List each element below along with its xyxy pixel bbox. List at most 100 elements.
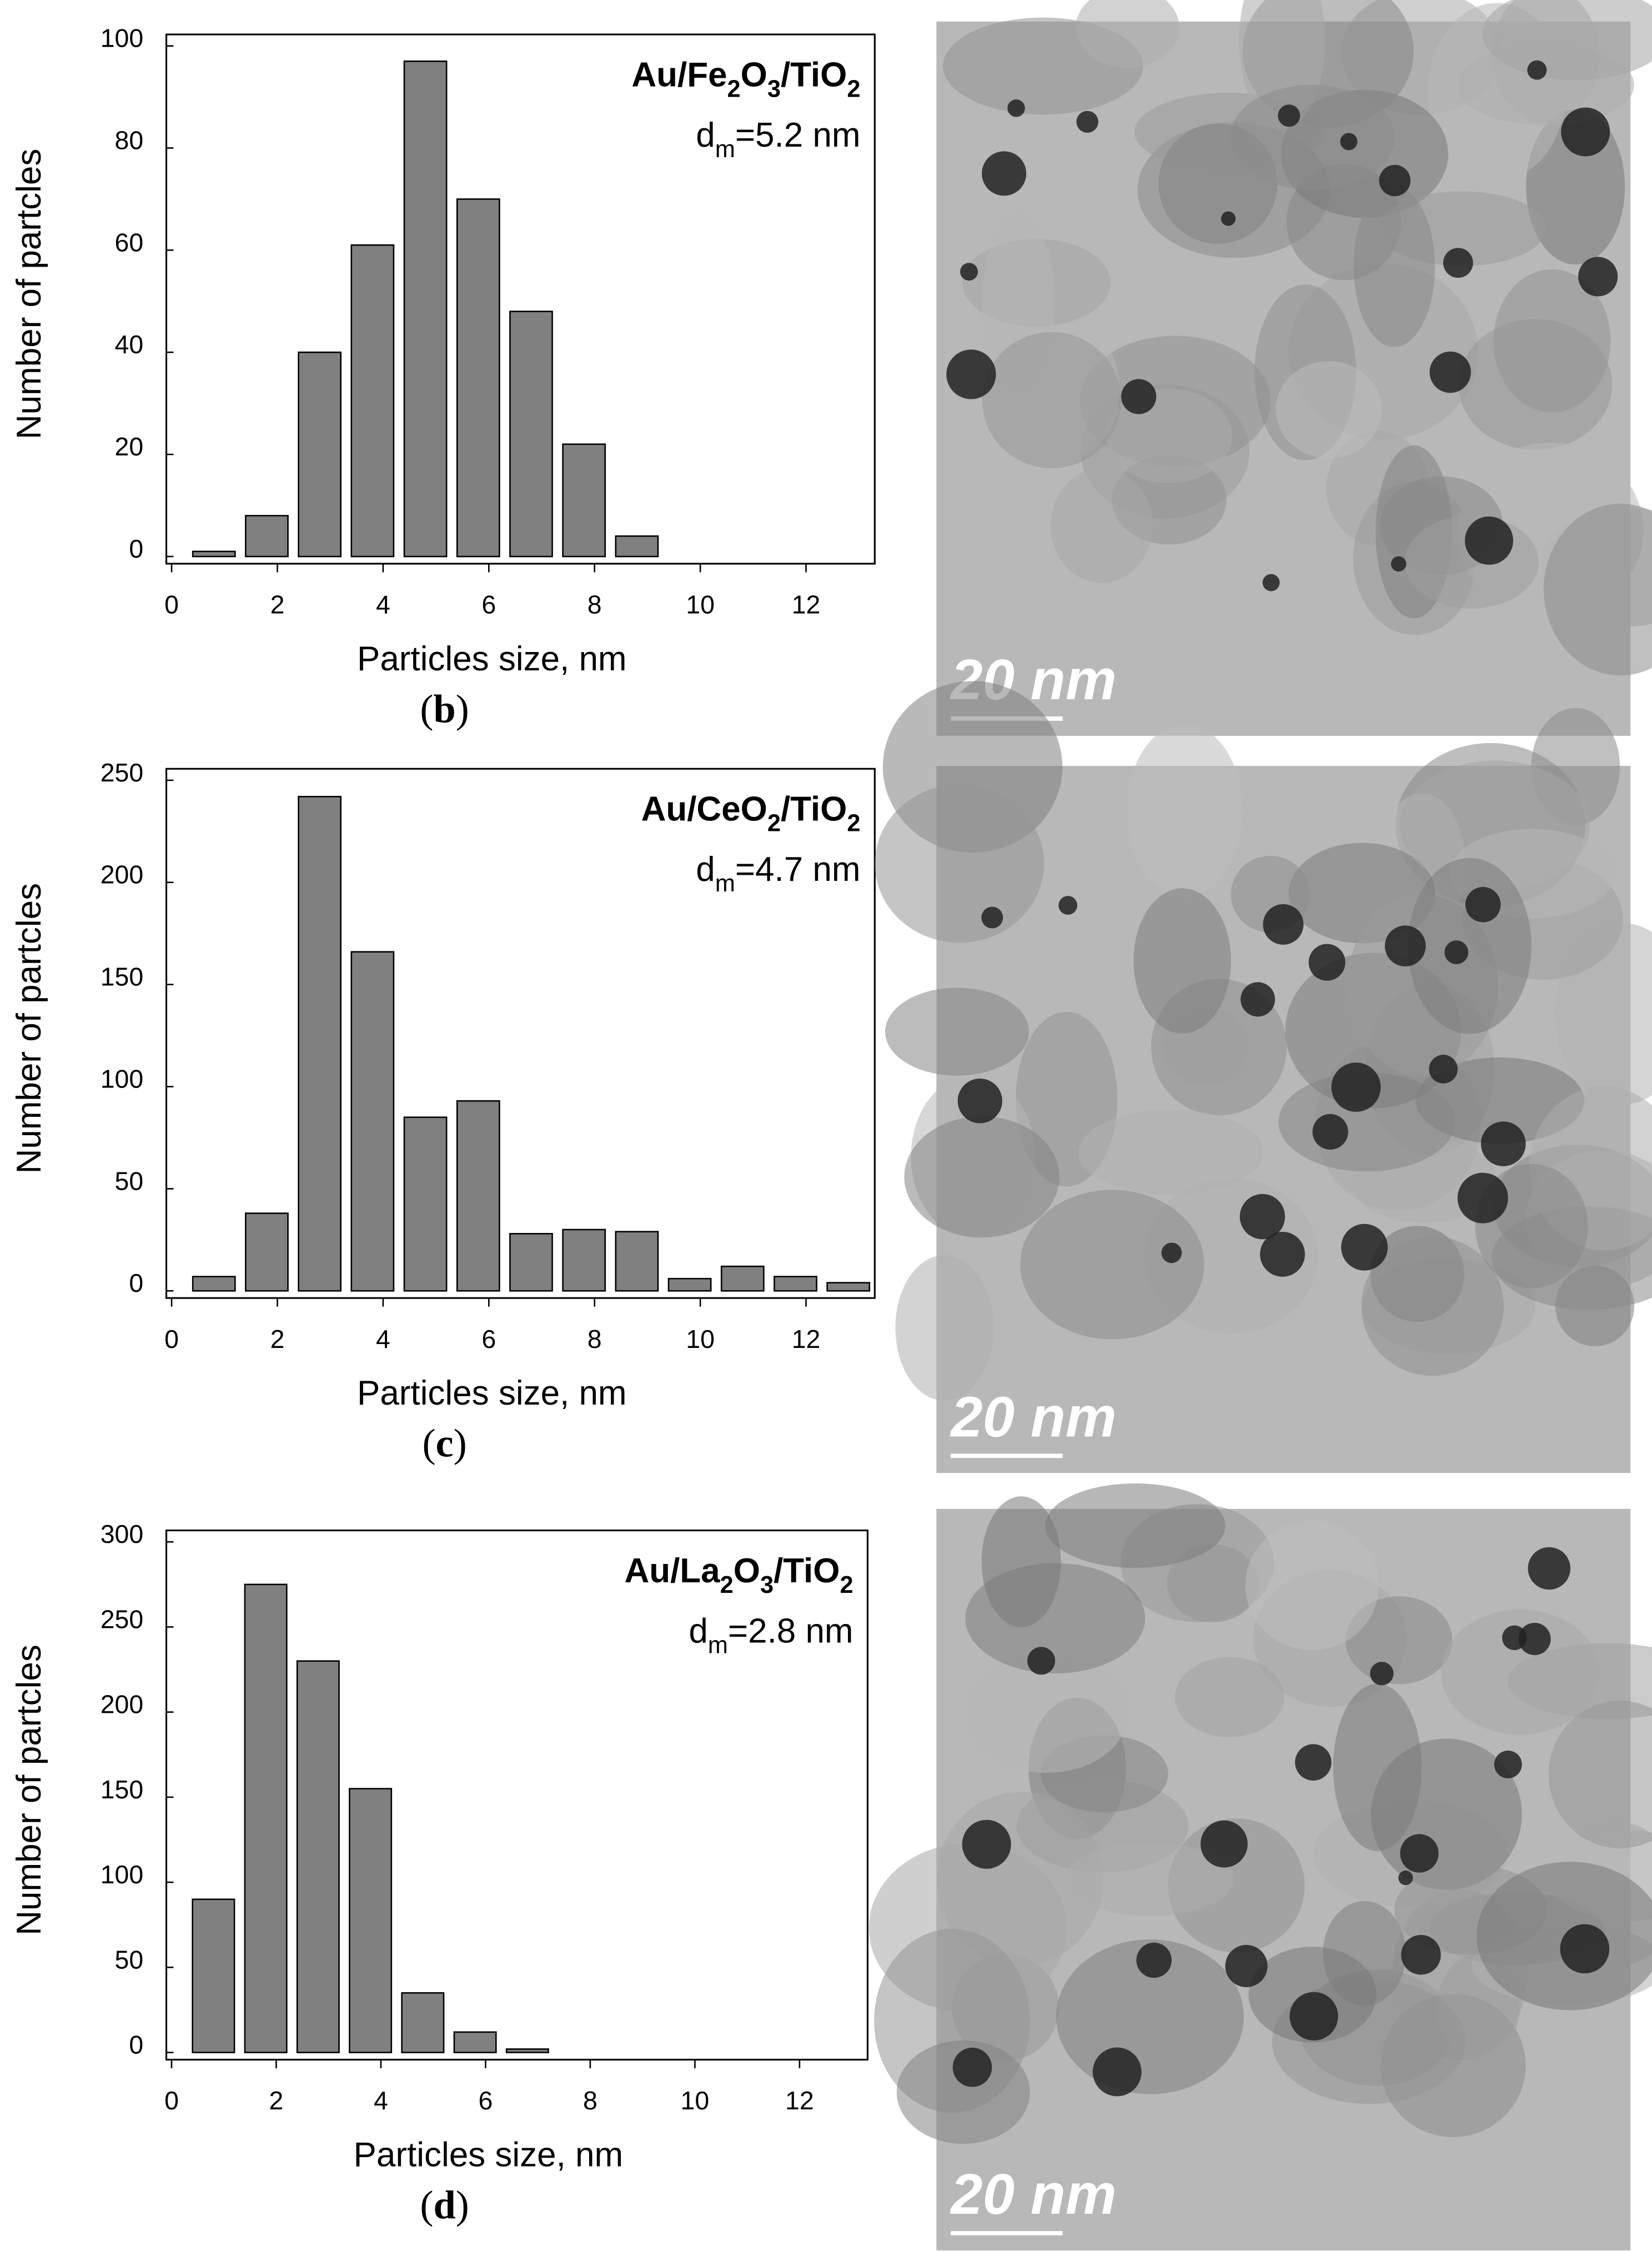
bar bbox=[505, 2048, 549, 2053]
y-tick-label: 0 bbox=[129, 534, 143, 563]
plot-frame bbox=[165, 33, 876, 565]
grain bbox=[1482, 0, 1652, 81]
particle bbox=[1092, 2047, 1142, 2097]
particle bbox=[1239, 1194, 1286, 1240]
y-axis-label: Number of partcles bbox=[10, 883, 48, 1174]
bar bbox=[298, 352, 342, 558]
x-tick-label: 8 bbox=[588, 1325, 602, 1353]
x-tick-label: 4 bbox=[374, 2086, 388, 2115]
particle bbox=[1390, 556, 1407, 572]
bar bbox=[456, 198, 500, 558]
y-tick-label: 100 bbox=[101, 1860, 144, 1889]
bar bbox=[349, 1788, 393, 2053]
grain bbox=[904, 1116, 1060, 1238]
x-tick-label: 2 bbox=[269, 2086, 284, 2115]
x-tick-label: 6 bbox=[481, 1325, 496, 1353]
bar bbox=[453, 2031, 497, 2053]
grain bbox=[981, 1496, 1061, 1627]
grain bbox=[1020, 1190, 1204, 1340]
particle bbox=[1058, 896, 1078, 915]
y-tick-label: 200 bbox=[101, 860, 144, 889]
particle bbox=[1465, 516, 1513, 565]
x-tick-label: 12 bbox=[792, 590, 821, 619]
x-tick-label: 6 bbox=[481, 590, 496, 619]
bar bbox=[298, 796, 342, 1292]
y-tick-label: 100 bbox=[101, 1064, 144, 1093]
bar bbox=[350, 244, 395, 558]
panel-label: (d) bbox=[420, 2183, 469, 2227]
x-tick-label: 0 bbox=[164, 1325, 179, 1353]
bar bbox=[509, 1232, 553, 1292]
bar bbox=[456, 1100, 500, 1292]
y-tick-label: 20 bbox=[115, 432, 144, 461]
grain bbox=[982, 332, 1122, 469]
particle bbox=[952, 2047, 992, 2087]
particle bbox=[957, 1079, 1002, 1124]
particle bbox=[1340, 133, 1358, 151]
y-tick-label: 200 bbox=[101, 1690, 144, 1719]
bar bbox=[245, 1212, 289, 1292]
particle bbox=[1225, 1944, 1268, 1987]
bar bbox=[403, 1116, 448, 1292]
bar bbox=[403, 60, 448, 558]
y-tick-label: 0 bbox=[129, 2030, 143, 2059]
particle bbox=[1400, 1834, 1439, 1873]
y-axis-label: Number of partcles bbox=[10, 149, 48, 440]
y-tick-label: 80 bbox=[115, 126, 144, 155]
grain bbox=[1333, 1683, 1422, 1851]
y-tick-label: 250 bbox=[101, 758, 144, 787]
x-tick-label: 10 bbox=[681, 2086, 710, 2115]
particle bbox=[1200, 1820, 1248, 1868]
particle bbox=[982, 151, 1027, 196]
grain bbox=[895, 1255, 994, 1401]
bar bbox=[615, 535, 659, 558]
micrograph: 20 nm bbox=[936, 0, 1652, 736]
grain bbox=[1045, 1483, 1226, 1568]
grain bbox=[1229, 84, 1395, 190]
grain bbox=[1174, 1657, 1284, 1737]
grain bbox=[1276, 361, 1382, 459]
particle bbox=[1027, 1647, 1056, 1675]
particle bbox=[1401, 1934, 1441, 1975]
x-tick-label: 8 bbox=[588, 590, 602, 619]
particle bbox=[1263, 904, 1304, 945]
bar bbox=[509, 310, 553, 558]
micrograph: 20 nm bbox=[875, 681, 1652, 1473]
particle bbox=[1527, 60, 1547, 80]
grain bbox=[875, 784, 1045, 943]
particle bbox=[1341, 1224, 1388, 1271]
scale-label: 20 nm bbox=[950, 1385, 1117, 1449]
particle bbox=[1289, 1992, 1338, 2041]
annotation: dm=2.8 nm bbox=[689, 1612, 853, 1659]
grain bbox=[1133, 888, 1231, 1034]
x-axis-label: Particles size, nm bbox=[357, 640, 627, 678]
grain bbox=[1440, 1610, 1600, 1735]
particle bbox=[1443, 248, 1473, 278]
particle bbox=[1221, 211, 1236, 226]
particle bbox=[1076, 111, 1098, 133]
grain bbox=[1078, 1110, 1264, 1195]
bar bbox=[615, 1231, 659, 1292]
grain bbox=[1415, 1057, 1585, 1144]
particle bbox=[1370, 1662, 1394, 1686]
x-axis-label: Particles size, nm bbox=[354, 2135, 624, 2174]
x-tick-label: 4 bbox=[376, 1325, 390, 1353]
grain bbox=[966, 1653, 1128, 1773]
particle bbox=[1518, 1622, 1551, 1656]
plot-frame bbox=[165, 768, 876, 1299]
particle bbox=[1528, 1547, 1571, 1590]
grain bbox=[1361, 1236, 1504, 1376]
x-tick-label: 2 bbox=[270, 1325, 285, 1353]
grain bbox=[1408, 858, 1532, 1034]
particle bbox=[1494, 1750, 1522, 1778]
micrograph: 20 nm bbox=[868, 1483, 1652, 2250]
x-tick-label: 8 bbox=[583, 2086, 597, 2115]
particle bbox=[1398, 1871, 1413, 1886]
particle bbox=[1379, 164, 1411, 197]
particle bbox=[1241, 982, 1276, 1017]
particle bbox=[1308, 944, 1345, 981]
particle bbox=[1429, 1055, 1458, 1084]
x-tick-label: 6 bbox=[479, 2086, 493, 2115]
x-tick-label: 12 bbox=[785, 2086, 814, 2115]
